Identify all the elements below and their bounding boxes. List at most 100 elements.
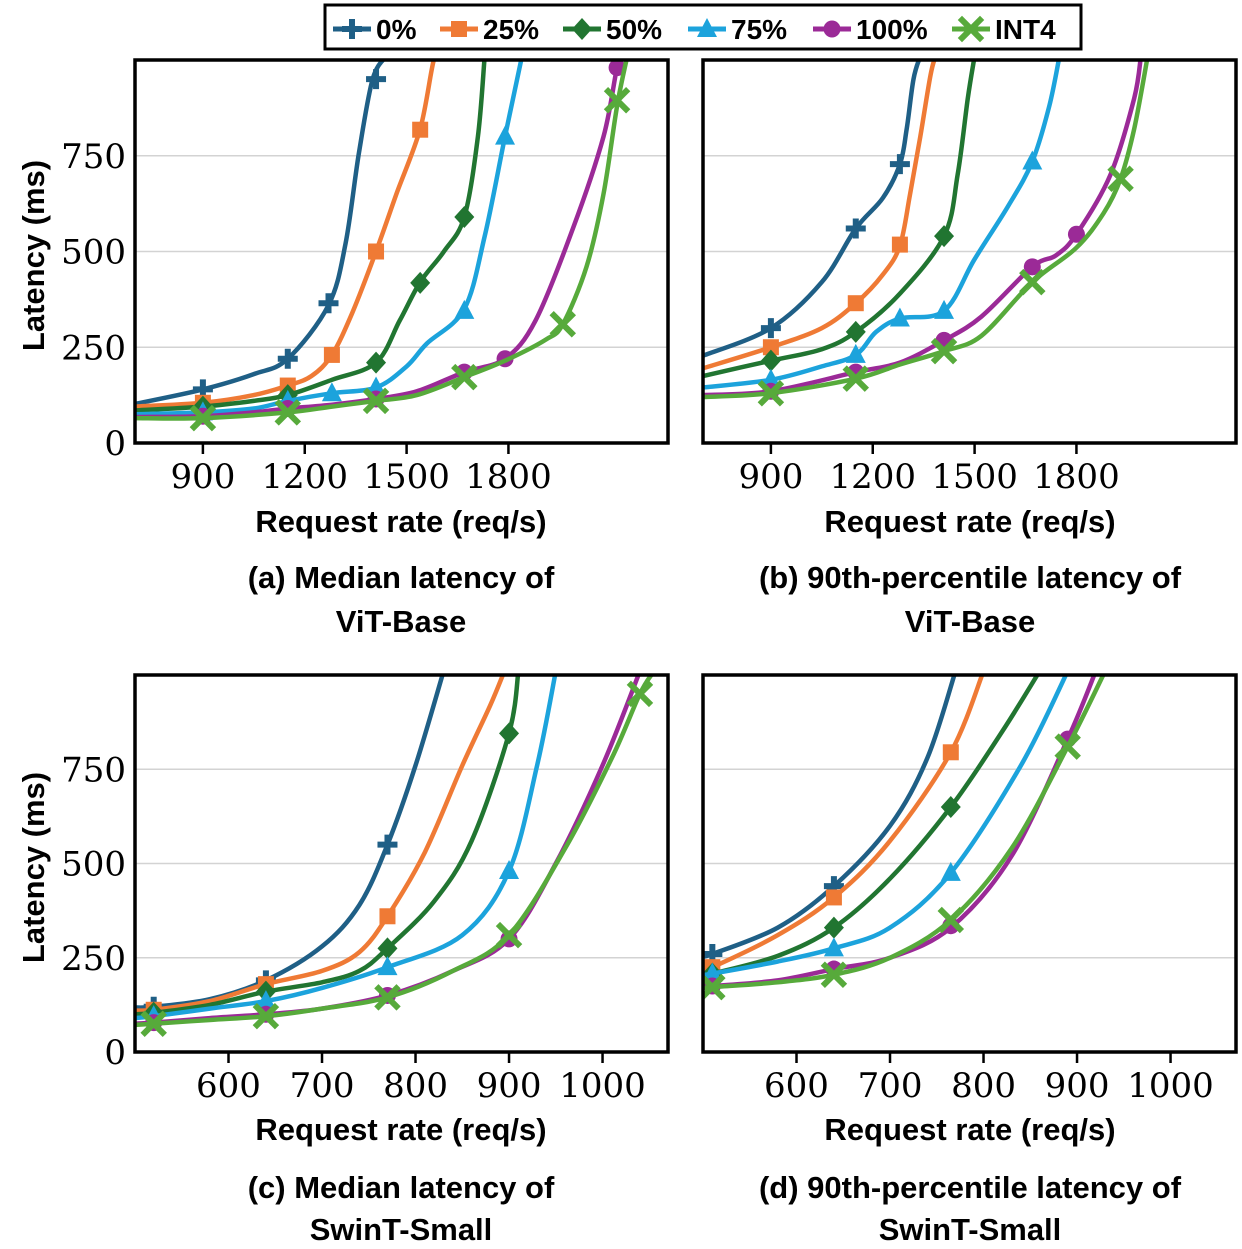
series-line-50pct bbox=[135, 60, 487, 413]
y-axis-label: Latency (ms) bbox=[16, 160, 51, 351]
data-point-int4 bbox=[703, 973, 726, 1001]
series-line-75pct bbox=[703, 675, 1069, 978]
legend-item-0pct: 0% bbox=[333, 14, 417, 45]
data-point-int4 bbox=[549, 311, 577, 338]
legend-item-100pct: 100% bbox=[813, 14, 928, 45]
data-point-25pct bbox=[368, 243, 385, 260]
x-tick-label: 600 bbox=[764, 1066, 829, 1106]
legend-marker-x bbox=[957, 15, 985, 43]
x-tick-label: 700 bbox=[858, 1066, 923, 1106]
legend: 0% 25% 50% 75% 100% INT4 bbox=[323, 3, 1083, 51]
data-point-int4 bbox=[1019, 268, 1046, 296]
legend-label: INT4 bbox=[995, 14, 1056, 45]
x-tick-label: 1500 bbox=[931, 457, 1018, 497]
data-point-int4 bbox=[842, 365, 870, 392]
data-point-75pct bbox=[377, 956, 398, 976]
legend-label: 75% bbox=[731, 14, 787, 45]
data-point-0pct bbox=[760, 318, 781, 339]
data-point-int4 bbox=[140, 1010, 167, 1037]
series-line-50pct bbox=[703, 60, 977, 379]
x-tick-label: 1200 bbox=[829, 457, 916, 497]
data-point-50pct bbox=[366, 351, 387, 374]
panel-d-p90-swint-small: 600 700 800 900 1000 Request rate (req/s) (d) … bbox=[701, 673, 1238, 1247]
data-point-50pct bbox=[940, 795, 961, 818]
legend-marker-diamond bbox=[572, 18, 592, 40]
data-point-int4 bbox=[274, 399, 302, 426]
legend-item-int4: INT4 bbox=[952, 14, 1056, 45]
panel-c-median-swint-small: 600 700 800 900 1000 0 250 500 750 Request rate (… bbox=[16, 673, 670, 1247]
data-point-int4 bbox=[930, 337, 958, 365]
data-point-50pct bbox=[823, 916, 844, 939]
series-line-100pct bbox=[135, 60, 623, 420]
data-point-int4 bbox=[1054, 733, 1081, 760]
y-axis-label: Latency (ms) bbox=[16, 772, 51, 963]
data-point-75pct bbox=[760, 368, 781, 388]
plot-frame bbox=[133, 58, 670, 445]
data-point-int4 bbox=[820, 961, 848, 988]
x-axis-label: Request rate (req/s) bbox=[255, 504, 546, 539]
x-tick-label: 900 bbox=[1045, 1066, 1110, 1106]
data-point-25pct bbox=[942, 744, 959, 761]
x-axis-label: Request rate (req/s) bbox=[824, 1112, 1115, 1147]
y-tick-label: 500 bbox=[61, 845, 126, 885]
data-point-50pct bbox=[845, 320, 866, 343]
panel-caption-line2: SwinT-Small bbox=[310, 1212, 493, 1247]
y-tick-label: 500 bbox=[61, 233, 126, 273]
data-point-75pct bbox=[454, 299, 475, 319]
legend-item-25pct: 25% bbox=[440, 14, 539, 45]
legend-label: 25% bbox=[483, 14, 539, 45]
data-point-50pct bbox=[410, 271, 431, 294]
data-point-50pct bbox=[934, 225, 955, 248]
data-point-75pct bbox=[823, 937, 844, 957]
y-tick-label: 250 bbox=[61, 939, 126, 979]
series-line-0pct bbox=[135, 60, 387, 407]
data-point-int4 bbox=[603, 86, 631, 114]
legend-label: 100% bbox=[856, 14, 928, 45]
data-point-100pct bbox=[1023, 258, 1041, 276]
panel-caption-line1: (a) Median latency of bbox=[248, 560, 555, 595]
x-tick-label: 800 bbox=[951, 1066, 1016, 1106]
data-point-100pct bbox=[608, 60, 626, 77]
x-axis-label: Request rate (req/s) bbox=[255, 1112, 546, 1147]
plot-frame bbox=[701, 58, 1238, 445]
x-tick-label: 700 bbox=[290, 1066, 355, 1106]
series-line-0pct bbox=[703, 60, 922, 358]
x-tick-label: 1800 bbox=[465, 457, 552, 497]
x-tick-label: 900 bbox=[170, 457, 235, 497]
x-tick-label: 1000 bbox=[1127, 1066, 1214, 1106]
data-point-25pct bbox=[891, 236, 908, 253]
data-point-int4 bbox=[252, 1002, 280, 1030]
data-point-50pct bbox=[454, 206, 475, 229]
data-point-75pct bbox=[889, 307, 910, 327]
legend-marker-circle bbox=[823, 20, 841, 38]
data-point-0pct bbox=[318, 293, 339, 314]
data-point-25pct bbox=[412, 121, 429, 138]
data-point-int4 bbox=[626, 680, 654, 708]
data-point-25pct bbox=[825, 889, 842, 906]
data-point-int4 bbox=[374, 984, 401, 1011]
data-point-75pct bbox=[703, 962, 723, 982]
series-line-75pct bbox=[135, 675, 558, 1021]
y-tick-label: 750 bbox=[61, 137, 126, 177]
legend-label: 0% bbox=[376, 14, 417, 45]
series-layer bbox=[703, 60, 1150, 407]
data-point-75pct bbox=[366, 376, 387, 396]
legend-label: 50% bbox=[606, 14, 662, 45]
data-point-100pct bbox=[1067, 225, 1085, 243]
data-point-0pct bbox=[845, 218, 866, 239]
series-line-0pct bbox=[703, 675, 957, 959]
data-point-0pct bbox=[366, 69, 387, 90]
series-line-int4 bbox=[703, 675, 1106, 991]
panel-caption-line1: (d) 90th-percentile latency of bbox=[759, 1170, 1182, 1205]
data-point-75pct bbox=[321, 382, 342, 402]
series-line-50pct bbox=[703, 675, 1040, 978]
data-point-75pct bbox=[495, 125, 516, 145]
data-point-0pct bbox=[277, 348, 298, 369]
series-layer bbox=[135, 60, 631, 432]
series-line-25pct bbox=[135, 675, 506, 1013]
series-layer bbox=[703, 675, 1106, 1001]
x-tick-label: 900 bbox=[477, 1066, 542, 1106]
x-tick-label: 800 bbox=[383, 1066, 448, 1106]
data-point-int4 bbox=[451, 363, 478, 391]
y-tick-label: 250 bbox=[61, 328, 126, 368]
